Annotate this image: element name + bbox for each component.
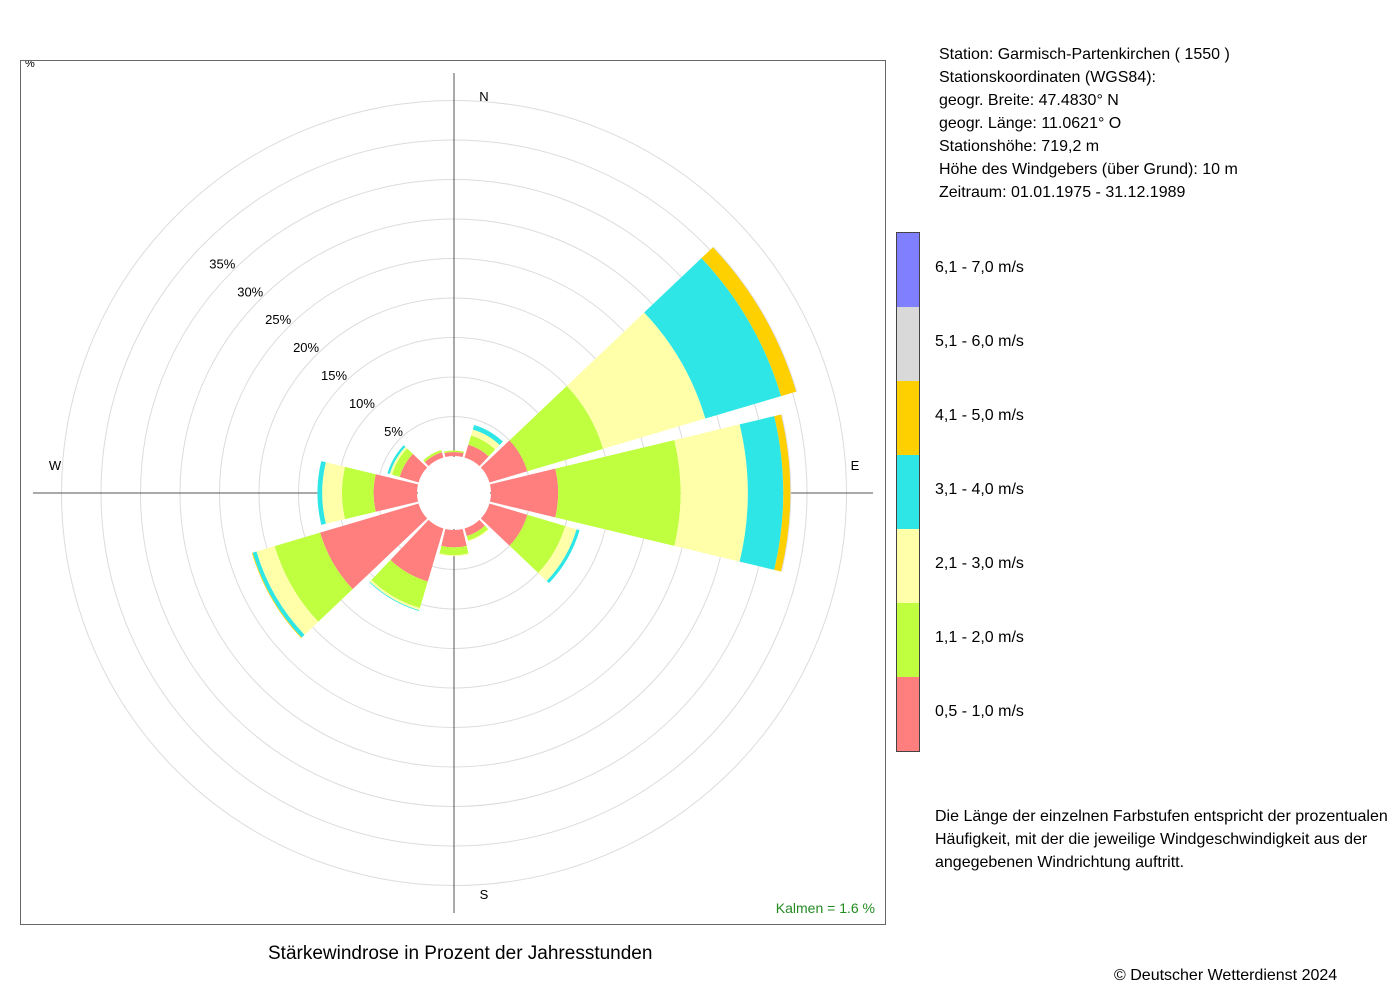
radial-unit-label: % bbox=[25, 61, 35, 70]
station-longitude: geogr. Länge: 11.0621° O bbox=[939, 115, 1122, 132]
radial-tick-label: 5% bbox=[384, 424, 403, 439]
rose-wedge-30-class-4 bbox=[472, 424, 503, 445]
legend-swatch bbox=[897, 603, 919, 677]
rose-wedge-150-class-2 bbox=[466, 525, 489, 541]
legend-swatch bbox=[897, 233, 919, 307]
rose-wedge-270-class-2 bbox=[341, 466, 376, 520]
rose-wedge-90-class-3 bbox=[674, 424, 748, 562]
legend-swatch bbox=[897, 529, 919, 603]
station-name: Station: Garmisch-Partenkirchen ( 1550 ) bbox=[939, 46, 1230, 63]
radial-tick-label: 35% bbox=[209, 256, 235, 271]
legend-label: 3,1 - 4,0 m/s bbox=[935, 481, 1024, 498]
rose-wedge-210-class-1 bbox=[390, 519, 444, 582]
anemometer-height: Höhe des Windgebers (über Grund): 10 m bbox=[939, 161, 1238, 178]
rose-wedge-180-class-1 bbox=[441, 528, 467, 548]
rose-wedge-270-class-3 bbox=[322, 462, 346, 524]
rose-wedge-0-class-1 bbox=[444, 452, 464, 458]
compass-label-e: E bbox=[851, 458, 860, 473]
rose-wedge-210-class-2 bbox=[371, 559, 428, 609]
rose-wedge-240-class-4 bbox=[252, 551, 305, 638]
rose-wedge-30-class-1 bbox=[464, 444, 489, 467]
chart-title: Stärkewindrose in Prozent der Jahresstun… bbox=[268, 943, 653, 964]
radial-tick-label: 15% bbox=[321, 368, 347, 383]
rose-wedge-300-class-2 bbox=[392, 448, 413, 477]
wind-rose-svg: 5% 10%15%20%25%30%35%% N S E W Kalmen = 1.6 % bbox=[25, 61, 875, 916]
radial-tick-label: 10% bbox=[349, 396, 375, 411]
rose-wedge-150-class-1 bbox=[464, 519, 485, 537]
rose-wedge-90-class-4 bbox=[739, 416, 784, 570]
rose-wedge-300-class-3 bbox=[389, 446, 408, 475]
rose-wedge-180-class-2 bbox=[439, 545, 469, 556]
radial-tick-label: 30% bbox=[237, 284, 263, 299]
legend-label: 6,1 - 7,0 m/s bbox=[935, 259, 1024, 276]
rose-wedge-90-class-5 bbox=[774, 414, 791, 572]
compass-label-s: S bbox=[480, 887, 489, 902]
rose-wedge-90-class-2 bbox=[555, 440, 681, 546]
rose-wedge-30-class-2 bbox=[468, 435, 496, 457]
time-period: Zeitraum: 01.01.1975 - 31.12.1989 bbox=[939, 184, 1186, 201]
rose-wedge-300-class-4 bbox=[387, 445, 406, 474]
explanation-note: Die Länge der einzelnen Farbstufen entsp… bbox=[935, 808, 1388, 871]
calm-circle bbox=[418, 457, 490, 529]
radial-tick-label: 20% bbox=[293, 340, 319, 355]
rose-wedge-0-class-2 bbox=[444, 450, 464, 454]
rose-wedge-240-class-3 bbox=[256, 546, 319, 635]
calm-annotation: Kalmen = 1.6 % bbox=[776, 900, 875, 916]
legend-swatch bbox=[897, 307, 919, 381]
rose-wedge-330-class-2 bbox=[423, 449, 442, 463]
station-elevation: Stationshöhe: 719,2 m bbox=[939, 138, 1100, 155]
rose-wedge-300-class-1 bbox=[399, 453, 428, 483]
legend-label: 4,1 - 5,0 m/s bbox=[935, 407, 1024, 424]
rose-wedge-270-class-4 bbox=[317, 461, 326, 525]
rose-wedge-270-class-1 bbox=[373, 474, 419, 512]
compass-label-n: N bbox=[479, 89, 488, 104]
legend-label: 1,1 - 2,0 m/s bbox=[935, 629, 1024, 646]
rose-wedge-120-class-1 bbox=[480, 503, 528, 546]
rose-wedge-240-class-1 bbox=[320, 503, 428, 590]
rose-wedge-150-class-3 bbox=[468, 529, 489, 542]
station-latitude: geogr. Breite: 47.4830° N bbox=[939, 92, 1119, 109]
legend-label: 2,1 - 3,0 m/s bbox=[935, 555, 1024, 572]
rose-wedge-60-class-5 bbox=[701, 247, 797, 397]
wind-rose-plot: 5% 10% 15% 20% 25% 30% 35%% N S E W Kalmen = 1.6 % bbox=[20, 60, 886, 925]
copyright: © Deutscher Wetterdienst 2024 bbox=[1114, 967, 1338, 984]
rose-wedge-120-class-3 bbox=[538, 525, 577, 582]
rose-wedge-30-class-3 bbox=[471, 429, 500, 450]
rose-wedge-60-class-2 bbox=[509, 385, 604, 472]
compass-label-w: W bbox=[49, 458, 62, 473]
rose-wedge-60-class-4 bbox=[644, 258, 782, 419]
station-coordinates-heading: Stationskoordinaten (WGS84): bbox=[939, 69, 1156, 86]
legend-swatch bbox=[897, 381, 919, 455]
rose-wedge-210-class-3 bbox=[369, 580, 420, 611]
rose-wedge-90-class-1 bbox=[489, 468, 559, 518]
rose-wedge-330-class-1 bbox=[424, 452, 444, 467]
legend-swatch bbox=[897, 455, 919, 529]
rose-wedge-120-class-4 bbox=[546, 529, 580, 584]
rose-wedge-60-class-1 bbox=[480, 440, 528, 483]
rose-wedge-120-class-2 bbox=[509, 514, 566, 573]
speed-legend bbox=[896, 232, 920, 752]
radial-tick-label: 25% bbox=[265, 312, 291, 327]
rose-wedge-240-class-2 bbox=[274, 532, 353, 622]
rose-wedge-180-class-3 bbox=[439, 553, 469, 557]
legend-label: 5,1 - 6,0 m/s bbox=[935, 333, 1024, 350]
rose-wedge-90-class-6 bbox=[781, 414, 792, 572]
legend-swatch bbox=[897, 677, 919, 751]
rose-wedge-60-class-3 bbox=[566, 312, 706, 449]
legend-label: 0,5 - 1,0 m/s bbox=[935, 703, 1024, 720]
